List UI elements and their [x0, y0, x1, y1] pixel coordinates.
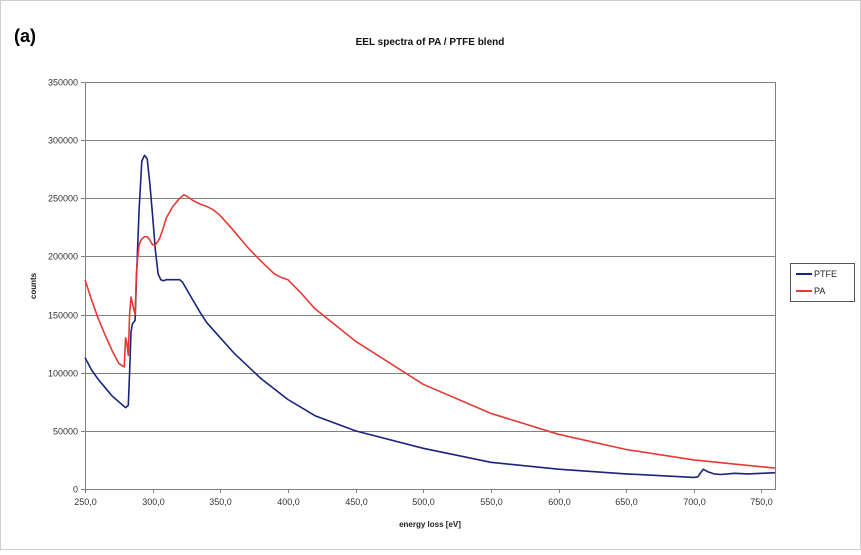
panel-label: (a) [14, 26, 36, 46]
chart-title: EEL spectra of PA / PTFE blend [356, 37, 505, 48]
legend-box [790, 263, 855, 302]
x-tick-label: 550,0 [480, 497, 503, 507]
plot-area [85, 82, 776, 490]
y-tick-label: 50000 [53, 427, 78, 437]
x-tick-label: 600,0 [548, 497, 571, 507]
y-tick-label: 300000 [48, 136, 78, 146]
y-tick-label: 0 [73, 485, 78, 495]
y-tick-label: 100000 [48, 369, 78, 379]
y-tick-label: 200000 [48, 252, 78, 262]
y-tick-label: 350000 [48, 78, 78, 88]
x-axis-ticks: 250,0 300,0 350,0 400,0 450,0 500,0 550,0 600,0… [74, 489, 773, 507]
y-tick-label: 250000 [48, 194, 78, 204]
series-line-ptfe [84, 154, 776, 479]
x-tick-label: 650,0 [615, 497, 638, 507]
gridlines [85, 82, 775, 432]
y-axis-title: counts [29, 272, 38, 299]
legend-label-ptfe: PTFE [814, 269, 837, 279]
legend: PTFE PA [790, 263, 855, 302]
x-tick-label: 750,0 [750, 497, 773, 507]
y-axis-ticks: 0 50000 100000 150000 200000 250000 300000 3500… [48, 78, 85, 495]
series-line-pa [84, 194, 776, 469]
x-tick-label: 400,0 [277, 497, 300, 507]
y-tick-label: 150000 [48, 311, 78, 321]
x-tick-label: 500,0 [412, 497, 435, 507]
x-axis-title: energy loss [eV] [399, 520, 461, 529]
x-tick-label: 450,0 [345, 497, 368, 507]
legend-label-pa: PA [814, 286, 825, 296]
x-tick-label: 350,0 [209, 497, 232, 507]
x-tick-label: 300,0 [142, 497, 165, 507]
series-lines [84, 154, 776, 479]
x-tick-label: 700,0 [683, 497, 706, 507]
x-tick-label: 250,0 [74, 497, 97, 507]
